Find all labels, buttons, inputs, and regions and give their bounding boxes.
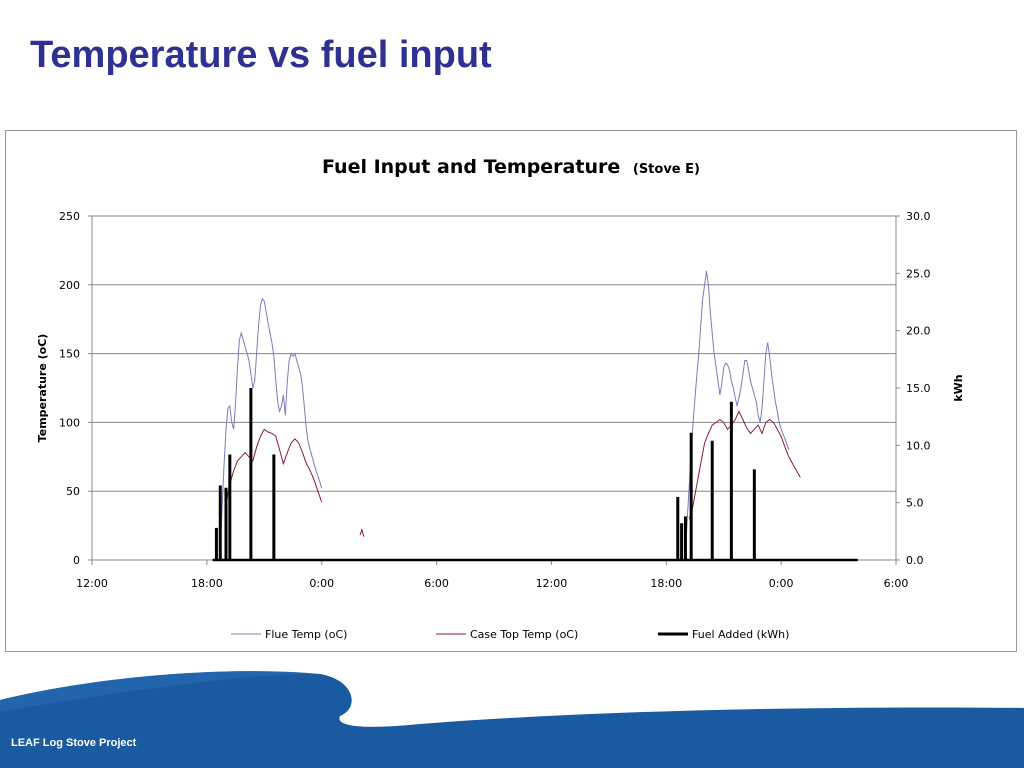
- series-layer: [212, 270, 858, 562]
- chart-title-group: Fuel Input and Temperature (Stove E): [322, 156, 700, 178]
- x-tick-label: 6:00: [884, 577, 909, 590]
- grid-layer: [92, 215, 896, 561]
- y-axis-title: Temperature (oC): [36, 334, 49, 443]
- y2-tick-label: 20.0: [906, 325, 931, 338]
- y2-tick-label: 30.0: [906, 210, 931, 223]
- legend-label: Flue Temp (oC): [265, 628, 347, 641]
- flue-temp-line: [684, 270, 790, 554]
- legend: Flue Temp (oC) Case Top Temp (oC) Fuel Add…: [231, 628, 789, 641]
- footer-wave-band: [0, 671, 1024, 768]
- x-tick-label: 0:00: [309, 577, 334, 590]
- chart-title: Fuel Input and Temperature: [322, 156, 620, 178]
- svg-text:Fuel Input and Temperature: Fuel Input and Temperature (Stove E): [322, 156, 700, 178]
- footer-wave-shape: [0, 671, 1024, 768]
- footer-label: LEAF Log Stove Project: [11, 737, 137, 749]
- y2-tick-label: 0.0: [906, 554, 924, 567]
- y2-tick-label: 15.0: [906, 382, 931, 395]
- legend-label: Case Top Temp (oC): [470, 628, 578, 641]
- y-tick-label: 150: [59, 348, 80, 361]
- legend-label: Fuel Added (kWh): [692, 628, 789, 641]
- case-top-temp-line: [359, 528, 365, 537]
- y2-tick-label: 25.0: [906, 267, 931, 280]
- x-tick-label: 12:00: [76, 577, 108, 590]
- x-tick-label: 6:00: [424, 577, 449, 590]
- y2-tick-label: 10.0: [906, 439, 931, 452]
- x-tick-label: 0:00: [769, 577, 794, 590]
- x-tick-label: 18:00: [650, 577, 682, 590]
- chart: Fuel Input and Temperature (Stove E) 0 50…: [36, 156, 965, 641]
- chart-title-suffix: (Stove E): [633, 162, 700, 177]
- case-top-temp-line: [688, 410, 801, 519]
- slide-title: Temperature vs fuel input: [30, 34, 492, 76]
- case-top-temp-line: [225, 428, 323, 506]
- y-tick-label: 100: [59, 416, 80, 429]
- y-tick-label: 200: [59, 279, 80, 292]
- y2-axis-title: kWh: [952, 374, 965, 401]
- flue-temp-line: [219, 297, 323, 547]
- y-tick-label: 250: [59, 210, 80, 223]
- y2-tick-label: 5.0: [906, 497, 924, 510]
- axes-layer: 0 50 100 150 200 250 0.0 5.0 10.0 15.0 20.0 25.0 30.…: [36, 210, 965, 590]
- footer-wave-highlight: [0, 671, 320, 712]
- y-tick-label: 50: [66, 485, 80, 498]
- x-tick-label: 12:00: [536, 577, 568, 590]
- y-tick-label: 0: [73, 554, 80, 567]
- chart-frame: Fuel Input and Temperature (Stove E) 0 50…: [5, 130, 1017, 652]
- x-tick-label: 18:00: [191, 577, 223, 590]
